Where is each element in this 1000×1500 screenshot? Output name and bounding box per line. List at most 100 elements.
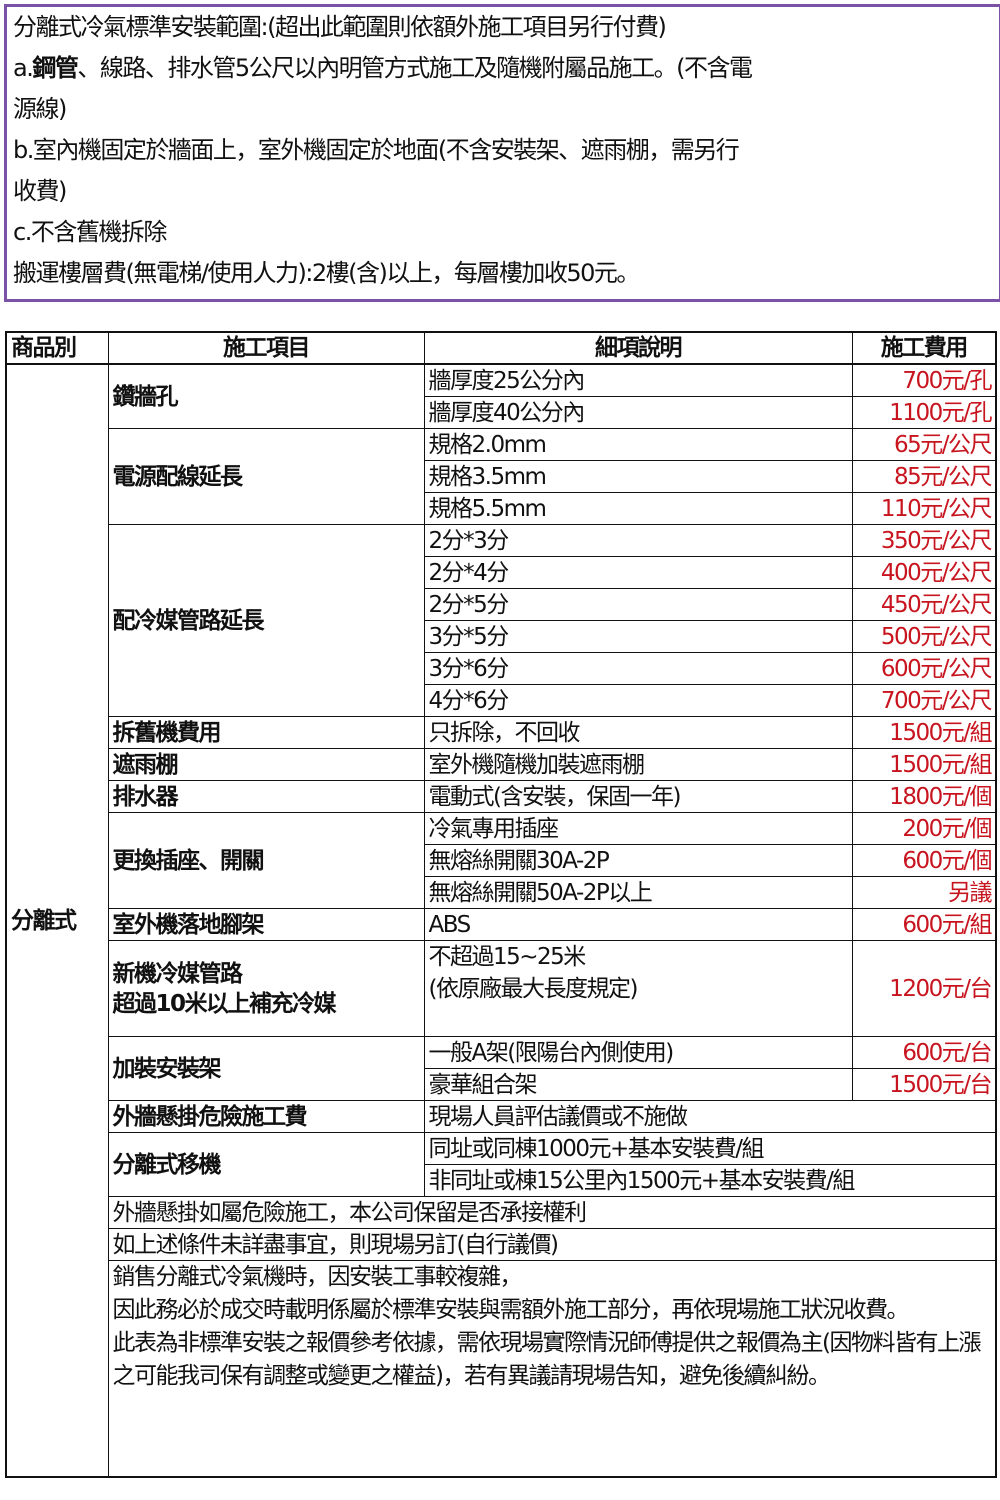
price-cell: 600元/個 [851,844,997,877]
header-price: 施工費用 [851,331,997,365]
header-item: 施工項目 [107,331,425,365]
item-cell: 電源配線延長 [107,428,425,525]
final-note-cell: 銷售分離式冷氣機時，因安裝工事較複雜， 因此務必於成交時載明係屬於標準安裝與需額外… [107,1260,997,1478]
price-cell: 1100元/孔 [851,396,997,429]
scope-item-a-cont: 源線) [13,95,67,123]
description-cell: 不超過15~25米 (依原廠最大長度規定) [423,940,853,1037]
category-cell: 分離式 [5,363,109,1478]
price-cell: 1500元/組 [851,748,997,781]
description-cell: 只拆除，不回收 [423,716,853,749]
table-row: 拆舊機費用 只拆除，不回收 1500元/組 [6,716,997,749]
table-row: 分離式 鑽牆孔 牆厚度25公分內 700元/孔 [5,363,997,1478]
final-note-paragraph: 此表為非標準安裝之報價參考依據，需依現場實際情況師傅提供之報價為主(因物料皆有上… [112,1330,982,1389]
table-row: 排水器 電動式(含安裝，保固一年) 1800元/個 [6,780,997,813]
final-note-paragraph: 因此務必於成交時載明係屬於標準安裝與需額外施工部分，再依現場施工狀況收費。 [112,1297,910,1323]
item-cell: 室外機落地腳架 [107,908,425,941]
description-cell: 電動式(含安裝，保固一年) [423,780,853,813]
item-cell: 外牆懸掛危險施工費 [107,1100,425,1133]
header-category: 商品別 [5,331,109,365]
table-row: 電源配線延長 規格2.0mm 65元/公尺 [6,428,997,525]
scope-item-c: c.不含舊機拆除 [13,218,167,246]
price-cell: 另議 [851,876,997,909]
description-cell: 規格3.5mm [423,460,853,493]
description-cell: 規格2.0mm [423,428,853,461]
description-cell: 2分*4分 [423,556,853,589]
item-cell: 配冷媒管路延長 [107,524,425,717]
description-cell: 現場人員評估議價或不施做 [423,1100,997,1133]
floor-fee: 搬運樓層費(無電梯/使用人力):2樓(含)以上，每層樓加收50元。 [13,259,640,287]
final-note-row: 銷售分離式冷氣機時，因安裝工事較複雜， 因此務必於成交時載明係屬於標準安裝與需額外… [6,1260,997,1478]
table-row: 加裝安裝架 一般A架(限陽台內側使用) 600元/台 [6,1036,997,1101]
description-cell: 規格5.5mm [423,492,853,525]
price-cell: 1500元/組 [851,716,997,749]
table-row: 3分*5分 500元/公尺 [6,620,997,653]
scope-a-prefix: a. [13,54,34,82]
description-cell: 非同址或棟15公里內1500元+基本安裝費/組 [423,1164,997,1197]
description-cell: 牆厚度40公分內 [423,396,853,429]
description-cell: 無熔絲開關30A-2P [423,844,853,877]
price-cell: 450元/公尺 [851,588,997,621]
item-cell: 加裝安裝架 [107,1036,425,1101]
description-cell: 同址或同棟1000元+基本安裝費/組 [423,1132,997,1165]
table-row: 無熔絲開關50A-2P以上 另議 [6,876,997,909]
description-cell: 2分*3分 [423,524,853,557]
price-cell: 1800元/個 [851,780,997,813]
price-cell: 600元/台 [851,1036,997,1069]
table-row: 更換插座、開關 冷氣專用插座 200元/個 [6,812,997,909]
description-cell: 冷氣專用插座 [423,812,853,845]
item-cell: 分離式移機 [107,1132,425,1197]
note-cell: 如上述條件未詳盡事宜，則現場另訂(自行議價) [107,1228,997,1261]
price-cell: 350元/公尺 [851,524,997,557]
item-cell: 更換插座、開關 [107,812,425,909]
description-cell: 2分*5分 [423,588,853,621]
note-cell: 外牆懸掛如屬危險施工，本公司保留是否承接權利 [107,1196,997,1229]
standard-installation-scope: 分離式冷氣標準安裝範圍:(超出此範圍則依額外施工項目另行付費) a.鋼管、線路、… [4,4,1000,302]
price-cell: 110元/公尺 [851,492,997,525]
item-cell: 拆舊機費用 [107,716,425,749]
scope-a-text: 、線路、排水管5公尺以內明管方式施工及隨機附屬品施工。(不含電 [77,54,753,82]
description-cell: 3分*5分 [423,620,853,653]
table-header-row: 商品別 施工項目 細項說明 施工費用 [5,331,997,365]
scope-a-bold: 鋼管 [32,54,79,82]
scope-item-b-cont: 收費) [13,177,67,205]
price-cell: 1200元/台 [851,940,997,1037]
table-row: 無熔絲開關30A-2P 600元/個 [6,844,997,877]
price-cell: 700元/孔 [851,363,997,397]
item-cell: 遮雨棚 [107,748,425,781]
note-row: 外牆懸掛如屬危險施工，本公司保留是否承接權利 [6,1196,997,1229]
table-row: 遮雨棚 室外機隨機加裝遮雨棚 1500元/組 [6,748,997,781]
item-cell: 新機冷媒管路 超過10米以上補充冷媒 [107,940,425,1037]
description-cell: 室外機隨機加裝遮雨棚 [423,748,853,781]
table-row: 牆厚度40公分內 1100元/孔 [6,396,997,429]
table-row: 配冷媒管路延長 2分*3分 350元/公尺 [6,524,997,717]
final-note-paragraph: 銷售分離式冷氣機時，因安裝工事較複雜， [112,1264,523,1290]
header-description: 細項說明 [423,331,853,365]
description-cell: 4分*6分 [423,684,853,717]
description-cell: 豪華組合架 [423,1068,853,1101]
description-cell: 牆厚度25公分內 [423,363,853,397]
scope-title: 分離式冷氣標準安裝範圍:(超出此範圍則依額外施工項目另行付費) [13,13,667,41]
price-cell: 85元/公尺 [851,460,997,493]
description-cell: 無熔絲開關50A-2P以上 [423,876,853,909]
note-row: 如上述條件未詳盡事宜，則現場另訂(自行議價) [6,1228,997,1261]
item-cell: 排水器 [107,780,425,813]
price-table: 商品別 施工項目 細項說明 施工費用 分離式 鑽牆孔 牆厚度25公分內 700元/孔牆… [5,331,997,1478]
table-row: 外牆懸掛危險施工費 現場人員評估議價或不施做 [6,1100,997,1133]
table-row: 非同址或棟15公里內1500元+基本安裝費/組 [6,1164,997,1197]
scope-item-a: a.鋼管、線路、排水管5公尺以內明管方式施工及隨機附屬品施工。(不含電 [13,48,999,89]
table-row: 分離式移機 同址或同棟1000元+基本安裝費/組 [6,1132,997,1197]
scope-item-b: b.室內機固定於牆面上，室外機固定於地面(不含安裝架、遮雨棚，需另行 [13,136,740,164]
price-cell: 600元/組 [851,908,997,941]
table-row: 新機冷媒管路 超過10米以上補充冷媒 不超過15~25米 (依原廠最大長度規定) 120… [6,940,997,1037]
table-row: 室外機落地腳架 ABS 600元/組 [6,908,997,941]
price-cell: 500元/公尺 [851,620,997,653]
price-cell: 1500元/台 [851,1068,997,1101]
description-cell: ABS [423,908,853,941]
table-row: 4分*6分 700元/公尺 [6,684,997,717]
item-cell: 鑽牆孔 [107,363,425,429]
price-cell: 700元/公尺 [851,684,997,717]
price-cell: 600元/公尺 [851,652,997,685]
description-cell: 一般A架(限陽台內側使用) [423,1036,853,1069]
price-cell: 400元/公尺 [851,556,997,589]
table-row: 豪華組合架 1500元/台 [6,1068,997,1101]
